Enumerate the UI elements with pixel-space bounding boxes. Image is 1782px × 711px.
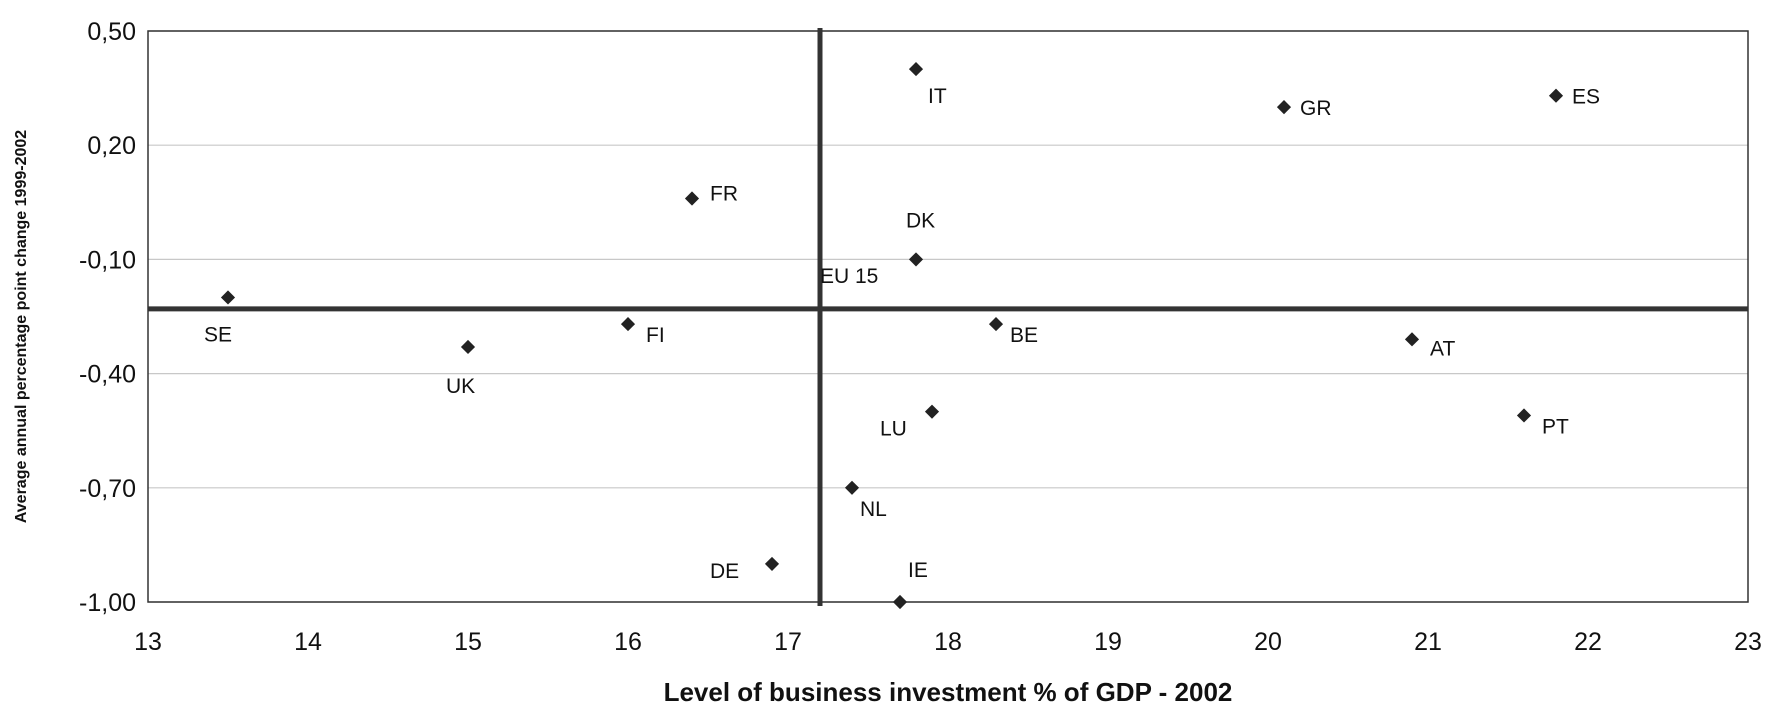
data-point-label: DK [906, 209, 935, 232]
x-tick-label: 14 [294, 628, 322, 656]
data-point-label: EU 15 [820, 265, 878, 288]
data-point-label: GR [1300, 97, 1332, 120]
y-tick-label: -1,00 [79, 589, 136, 617]
x-tick-label: 16 [614, 628, 642, 656]
y-tick-label: 0,20 [87, 132, 136, 160]
data-point-marker [1404, 332, 1420, 347]
y-axis-ticks: 0,50 0,20 -0,10 -0,40 -0,70 -1,00 [79, 18, 136, 617]
data-point-marker [892, 594, 908, 610]
data-point-marker [1516, 408, 1532, 423]
y-tick-label: -0,70 [79, 475, 136, 503]
y-tick-label: -0,40 [79, 361, 136, 389]
data-point-marker [1548, 88, 1564, 103]
data-point-label: IE [908, 559, 928, 582]
x-tick-label: 22 [1574, 628, 1602, 656]
data-point-marker [908, 61, 924, 77]
data-point-label: LU [880, 418, 907, 441]
data-point-marker [764, 556, 780, 572]
data-point-label: NL [860, 498, 887, 521]
data-point-label: ES [1572, 86, 1600, 109]
data-point-label: SE [204, 323, 232, 346]
data-point-label: AT [1430, 337, 1455, 360]
data-point-label: BE [1010, 324, 1038, 347]
data-point-label: FR [710, 182, 738, 205]
x-axis-label: Level of business investment % of GDP - … [664, 677, 1233, 707]
x-tick-label: 13 [134, 628, 162, 656]
x-tick-label: 23 [1734, 628, 1762, 656]
data-point-marker [684, 191, 700, 206]
data-point-marker [1276, 100, 1292, 115]
data-point-marker [844, 480, 860, 495]
x-tick-label: 20 [1254, 628, 1282, 656]
x-axis-ticks: 13 14 15 16 17 18 19 20 21 22 23 [134, 628, 1762, 656]
data-point-marker [988, 317, 1004, 332]
x-tick-label: 21 [1414, 628, 1442, 656]
x-tick-label: 15 [454, 628, 482, 656]
data-points: IT GR ES FR DK EU 15 SE FI BE AT UK LU PT NL DE IE [204, 61, 1600, 610]
x-tick-label: 17 [774, 628, 802, 656]
y-axis-label: Average annual percentage point change 1… [13, 130, 30, 523]
data-point-marker [924, 404, 940, 419]
reference-lines [148, 28, 1748, 606]
gridlines [148, 30, 1748, 603]
x-tick-label: 19 [1094, 628, 1122, 656]
plot-area [147, 30, 1749, 603]
data-point-label: DE [710, 560, 739, 583]
data-point-label: IT [928, 85, 947, 108]
data-point-marker [220, 290, 236, 305]
y-tick-label: 0,50 [87, 18, 136, 46]
data-point-label: UK [446, 375, 475, 398]
data-point-marker [460, 339, 476, 355]
data-point-label: PT [1542, 415, 1569, 438]
data-point-marker [620, 317, 636, 332]
y-tick-label: -0,10 [79, 246, 136, 274]
data-point-label: FI [646, 324, 665, 347]
data-point-marker [908, 252, 924, 267]
x-tick-label: 18 [934, 628, 962, 656]
